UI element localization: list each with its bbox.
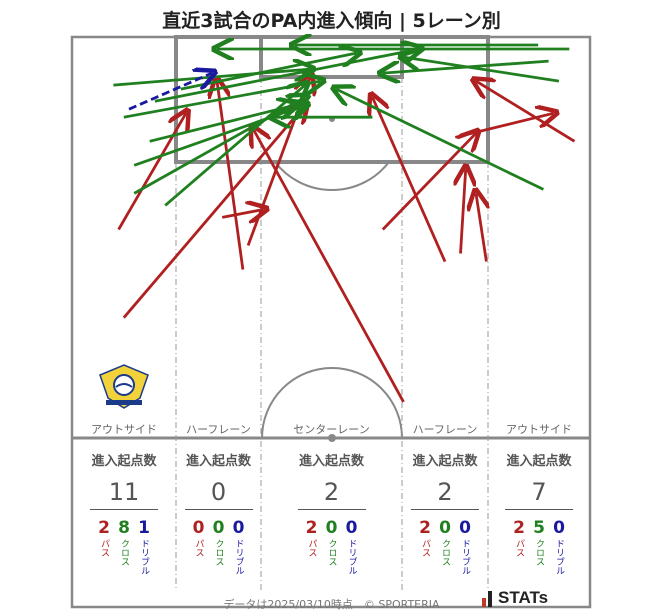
cross-arrow	[123, 81, 321, 119]
lane-label-left-halfspace: ハーフレーン	[186, 423, 251, 436]
lane-stats: 進入起点数 2 2 パス 0 クロス 0 ドリブル	[401, 450, 489, 575]
stat-pass-count: 2	[305, 518, 318, 538]
stat-total: 2	[323, 478, 340, 506]
stat-heading: 進入起点数	[185, 454, 251, 469]
stat-pass-label: パス	[193, 539, 204, 557]
lane-label-right-outside: アウトサイド	[506, 423, 572, 436]
stat-cross-count: 8	[118, 518, 130, 538]
stat-pass-label: パス	[306, 539, 317, 557]
stat-divider	[90, 509, 158, 510]
club-crest-icon	[99, 364, 149, 409]
pass-arrow	[476, 193, 486, 262]
pass-arrow	[454, 113, 553, 139]
stat-cross-label: クロス	[440, 539, 450, 566]
stat-total: 7	[531, 478, 547, 506]
cross-arrow	[180, 53, 357, 91]
stat-cross-label: クロス	[534, 539, 544, 566]
stat-total: 0	[210, 478, 227, 506]
stat-divider	[505, 509, 573, 510]
stat-divider	[184, 509, 253, 510]
pass-arrow	[217, 81, 245, 270]
stats-logo-icon	[482, 591, 492, 607]
lane-stats: 進入起点数 0 0 パス 0 クロス 0 ドリブル	[175, 450, 263, 575]
stat-dribble-label: ドリブル	[346, 539, 357, 575]
cross-arrow	[154, 49, 419, 103]
stat-heading: 進入起点数	[298, 454, 364, 469]
pass-arrow	[122, 105, 305, 319]
pass-arrow	[221, 209, 264, 217]
cross-arrow	[404, 57, 560, 83]
lane-stats: 進入起点数 11 2 パス 8 クロス 1 ドリブル	[80, 450, 168, 575]
lane-label-right-halfspace: ハーフレーン	[412, 423, 478, 436]
pass-arrow	[461, 169, 466, 254]
center-circle	[261, 367, 403, 439]
footer-credit: データは2025/03/10時点 © SPORTERIA	[223, 598, 440, 611]
dribble-arrow	[128, 73, 212, 111]
stat-pass-count: 0	[192, 518, 205, 538]
brand-name: STATs	[498, 588, 549, 607]
stat-dribble-label: ドリブル	[554, 539, 564, 575]
stat-cross-count: 0	[212, 518, 225, 538]
stat-heading: 進入起点数	[91, 454, 157, 469]
stat-total: 11	[108, 478, 140, 506]
lane-stats: 進入起点数 2 2 パス 0 クロス 0 ドリブル	[288, 450, 376, 575]
stat-divider	[297, 509, 366, 510]
entry-arrows	[113, 45, 576, 403]
stat-pass-count: 2	[98, 518, 110, 538]
stat-pass-count: 2	[513, 518, 525, 538]
stat-cross-count: 5	[533, 518, 545, 538]
lane-label-left-outside: アウトサイド	[91, 423, 157, 436]
lane-stats: 進入起点数 7 2 パス 5 クロス 0 ドリブル	[495, 450, 583, 575]
stat-dribble-count: 0	[232, 518, 245, 538]
center-spot	[328, 434, 336, 442]
stat-total: 2	[437, 478, 453, 506]
stat-pass-label: パス	[514, 539, 524, 557]
cross-arrow	[383, 59, 549, 73]
penalty-arc	[274, 161, 390, 191]
stat-cross-label: クロス	[119, 539, 129, 566]
stat-cross-label: クロス	[326, 539, 337, 566]
stat-dribble-label: ドリブル	[233, 539, 244, 575]
stat-heading: 進入起点数	[506, 454, 572, 469]
stat-pass-label: パス	[420, 539, 430, 557]
pass-arrow	[117, 113, 186, 231]
pass-arrow	[253, 129, 405, 403]
stat-dribble-count: 0	[345, 518, 358, 538]
stat-cross-count: 0	[439, 518, 451, 538]
pass-arrow	[476, 81, 576, 143]
stat-dribble-label: ドリブル	[460, 539, 470, 575]
pass-arrow	[372, 97, 447, 263]
stat-pass-count: 2	[419, 518, 431, 538]
lane-label-center: センターレーン	[293, 423, 370, 436]
stat-cross-label: クロス	[213, 539, 224, 566]
stat-dribble-count: 0	[553, 518, 565, 538]
stat-divider	[411, 509, 479, 510]
stat-dribble-count: 1	[138, 518, 150, 538]
stat-pass-label: パス	[99, 539, 109, 557]
chart-title: 直近3試合のPA内進入傾向 | 5レーン別	[162, 10, 501, 32]
stat-dribble-label: ドリブル	[139, 539, 149, 575]
cross-arrow	[336, 89, 545, 191]
stat-heading: 進入起点数	[412, 454, 478, 469]
stat-cross-count: 0	[325, 518, 338, 538]
stat-dribble-count: 0	[459, 518, 471, 538]
